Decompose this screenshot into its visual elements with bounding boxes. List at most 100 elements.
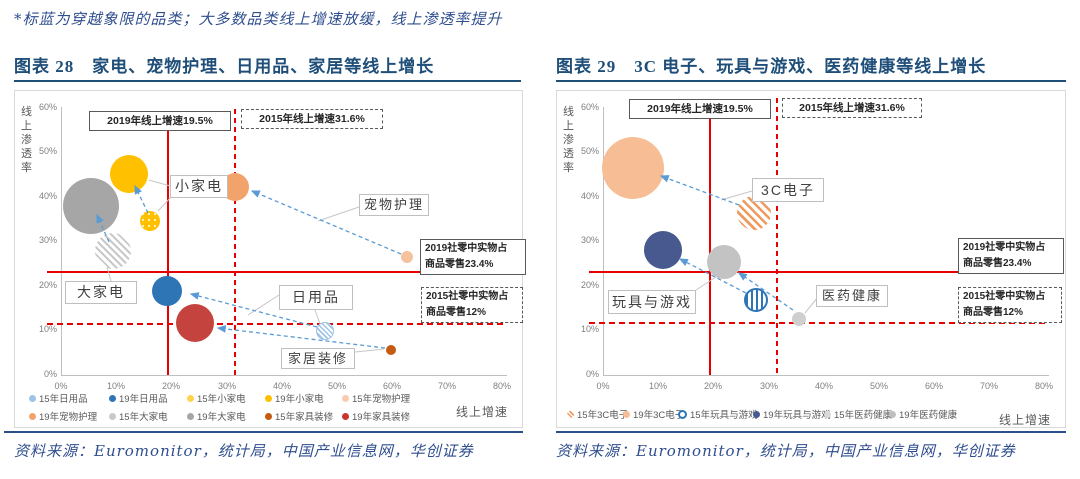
x-tick: 10% — [106, 381, 125, 391]
ref-line-2019-retail — [47, 271, 507, 273]
y-tick: 30% — [580, 235, 599, 245]
ref-line-2019-growth — [167, 121, 169, 375]
y-tick: 10% — [38, 324, 57, 334]
legend-marker — [678, 409, 687, 419]
ref-line-2019-retail — [589, 271, 1049, 273]
x-axis-title: 线上增速 — [998, 413, 1051, 427]
annotation-2015-retail: 2015社零中实物占 商品零售12% — [421, 287, 523, 323]
legend-item: 15年家具装修 — [265, 409, 333, 423]
legend-item: 19年大家电 — [187, 409, 246, 423]
legend-marker — [109, 394, 116, 402]
legend-marker — [187, 394, 194, 402]
x-tick: 60% — [924, 381, 943, 391]
divider — [556, 431, 1066, 433]
x-tick: 50% — [869, 381, 888, 391]
x-tick: 60% — [382, 381, 401, 391]
y-tick: 50% — [38, 146, 57, 156]
legend-marker — [187, 412, 194, 420]
y-tick: 0% — [585, 369, 599, 379]
legend-item: 15年3C电子 — [567, 407, 628, 421]
x-axis-line — [61, 375, 507, 376]
x-tick: 0% — [54, 381, 68, 391]
legend-marker — [824, 410, 831, 418]
legend-item: 15年大家电 — [109, 409, 168, 423]
legend-item: 19年宠物护理 — [29, 409, 97, 423]
legend-marker — [342, 412, 349, 420]
label-jiajuzhuangxiu: 家居装修 — [281, 348, 355, 369]
y-tick: 40% — [38, 191, 57, 201]
bubble-19-wanju — [644, 231, 682, 269]
y-tick: 60% — [580, 102, 599, 112]
x-tick: 40% — [814, 381, 833, 391]
x-tick: 80% — [1034, 381, 1053, 391]
y-tick: 20% — [38, 280, 57, 290]
x-tick: 70% — [979, 381, 998, 391]
chart-28-panel: 线 上 渗 透 率 60% 50% 40% 30% 20% 10% 0% 0% … — [14, 90, 526, 428]
y-axis-line — [61, 107, 62, 375]
label-dajiadian: 大家电 — [65, 281, 137, 304]
legend-marker — [623, 410, 630, 418]
y-tick: 50% — [580, 146, 599, 156]
ref-line-2019-growth — [709, 117, 711, 375]
source-note: 资料来源：Euromonitor，统计局，中国产业信息网，华创证券 — [14, 442, 474, 460]
y-tick: 40% — [580, 191, 599, 201]
label-3c: 3C电子 — [752, 178, 824, 202]
ref-line-2015-retail — [589, 322, 1047, 324]
annotation-2019-growth: 2019年线上增速19.5% — [629, 99, 771, 119]
annotation-2019-growth: 2019年线上增速19.5% — [89, 111, 231, 131]
x-tick: 0% — [596, 381, 610, 391]
bubble-15-xiaojiadian — [140, 211, 160, 231]
bubble-15-wanju — [744, 288, 768, 312]
legend-item: 19年家具装修 — [342, 409, 410, 423]
annotation-2015-growth: 2015年线上增速31.6% — [782, 98, 922, 118]
x-tick: 70% — [437, 381, 456, 391]
legend-marker — [753, 410, 760, 418]
legend-item: 15年日用品 — [29, 391, 88, 405]
chart-28-title: 图表 28 家电、宠物护理、日用品、家居等线上增长 — [14, 52, 521, 82]
bubble-19-dajiadian — [63, 178, 119, 234]
x-tick: 10% — [648, 381, 667, 391]
legend-marker — [567, 410, 574, 418]
bubble-15-dajiadian — [95, 233, 131, 269]
legend-marker — [265, 412, 272, 420]
x-tick: 40% — [272, 381, 291, 391]
legend-item: 15年小家电 — [187, 391, 246, 405]
label-riyongpin: 日用品 — [279, 285, 353, 310]
source-note: 资料来源：Euromonitor，统计局，中国产业信息网，华创证券 — [556, 442, 1016, 460]
y-tick: 60% — [38, 102, 57, 112]
bubble-19-jiajuzhuangxiu — [176, 304, 214, 342]
legend-marker — [342, 394, 349, 402]
chart-29-title: 图表 29 3C 电子、玩具与游戏、医药健康等线上增长 — [556, 52, 1066, 82]
legend-item: 19年玩具与游戏 — [753, 407, 831, 421]
bubble-19-3c — [602, 137, 664, 199]
annotation-2019-retail: 2019社零中实物占 商品零售23.4% — [958, 238, 1064, 274]
y-axis-title: 线 上 渗 透 率 — [563, 106, 574, 174]
label-xiaojiadian: 小家电 — [170, 175, 228, 198]
legend-item: 15年宠物护理 — [342, 391, 410, 405]
x-axis-line — [603, 375, 1049, 376]
x-tick: 80% — [492, 381, 511, 391]
annotation-2015-retail: 2015社零中实物占 商品零售12% — [958, 287, 1062, 323]
bubble-19-riyongpin — [152, 276, 182, 306]
ref-line-2015-growth — [234, 109, 236, 375]
bubble-15-yiyao — [792, 312, 806, 326]
annotation-2019-retail: 2019社零中实物占 商品零售23.4% — [420, 239, 526, 275]
chart-29-panel: 线 上 渗 透 率 60% 50% 40% 30% 20% 10% 0% 0% … — [556, 90, 1066, 428]
legend-item: 19年3C电子 — [623, 407, 684, 421]
annotation-2015-growth: 2015年线上增速31.6% — [241, 109, 383, 129]
x-tick: 30% — [217, 381, 236, 391]
x-tick: 50% — [327, 381, 346, 391]
legend-marker — [109, 412, 116, 420]
y-tick: 0% — [43, 369, 57, 379]
legend-marker — [265, 394, 272, 402]
legend-item: 15年玩具与游戏 — [678, 407, 758, 421]
x-tick: 20% — [161, 381, 180, 391]
label-chongwuhuli: 宠物护理 — [359, 194, 429, 216]
legend-item: 19年日用品 — [109, 391, 168, 405]
bubble-15-jiajuzhuangxiu — [386, 345, 396, 355]
x-tick: 20% — [703, 381, 722, 391]
bubble-19-yiyao — [707, 245, 741, 279]
legend-item: 19年小家电 — [265, 391, 324, 405]
bubble-15-riyongpin — [316, 322, 334, 340]
